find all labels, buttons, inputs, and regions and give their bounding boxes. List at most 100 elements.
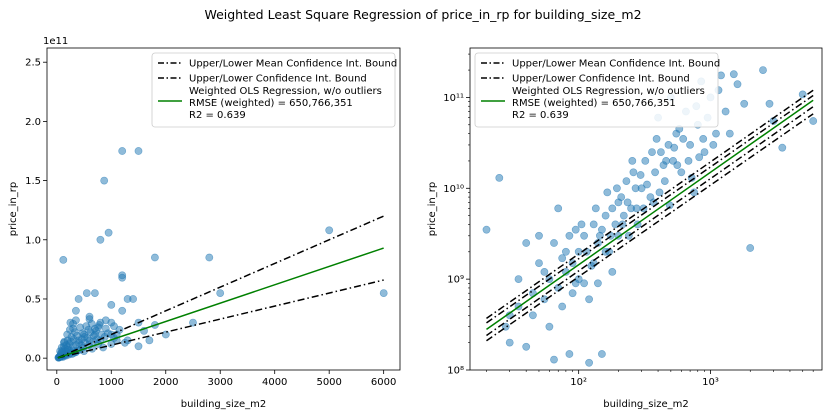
data-point [562,247,570,256]
data-point [652,134,661,143]
legend: Upper/Lower Mean Confidence Int. Bound Up… [151,52,397,128]
data-point [699,134,708,143]
data-point [189,318,197,327]
data-point [577,220,586,229]
x-tick-label: 2000 [153,377,178,388]
data-point [150,253,159,262]
data-point [91,289,99,297]
legend-r2-text: R2 = 0.639 [189,110,246,121]
data-point [59,255,68,264]
data-point [700,148,709,156]
data-point [550,355,558,364]
data-point [725,129,734,138]
data-point [545,322,554,331]
data-point [580,279,588,288]
data-point [129,295,137,303]
x-tick-label: 1000 [99,377,124,388]
y-axis-label: price_in_rp [427,182,438,236]
data-point [608,204,617,213]
data-point [746,244,755,252]
data-point [651,168,659,177]
data-point [522,342,531,351]
legend-label: Upper/Lower Mean Confidence Int. Bound [512,59,720,70]
legend-label: Upper/Lower Confidence Int. Bound [512,74,690,85]
data-point [571,225,580,234]
data-point [95,321,104,329]
y-tick-label: 1.0 [25,235,41,246]
data-point [101,316,110,325]
data-point [74,295,83,303]
data-point [72,316,80,325]
data-point [107,300,116,309]
figure-title: Weighted Least Square Regression of pric… [204,7,641,22]
data-point [601,211,610,220]
data-point [629,168,638,177]
data-point [110,322,118,331]
data-point [712,129,720,138]
regression-fit-line [486,99,814,330]
data-point [96,235,105,244]
data-point [648,148,656,156]
legend-label: Weighted OLS Regression, w/o outliers [189,86,382,97]
data-point [66,325,74,334]
data-point [379,289,388,297]
x-tick-label: 5000 [316,377,341,388]
x-tick-label: 4000 [262,377,287,388]
data-point [809,117,818,125]
data-point [535,259,543,267]
data-point [660,177,669,185]
data-point [759,66,767,74]
data-point [205,253,214,262]
data-point [565,350,574,358]
y-tick-label: 2.5 [25,58,41,69]
data-point [729,70,738,79]
axes-frame [46,47,401,371]
data-point [64,345,72,354]
data-point [643,180,651,189]
data-point [657,148,665,156]
data-point [717,71,725,80]
data-point [585,295,593,304]
data-point [636,171,645,179]
data-point [613,184,621,193]
data-point [709,140,718,149]
data-point [631,184,640,193]
data-point [216,289,225,297]
data-point [121,338,129,347]
data-point [118,306,127,315]
data-point [641,156,650,165]
data-point [482,225,491,234]
data-point [679,134,688,143]
data-point [655,188,664,197]
data-point [614,198,623,207]
lower-mean-confidence-bound-line [486,106,814,337]
legend-box [151,52,396,128]
y-tick-label: 1.5 [25,176,41,187]
y-tick-label: 0.5 [25,294,41,305]
data-point [686,140,694,149]
legend-rmse-text: RMSE (weighted) = 650,766,351 [512,98,676,109]
data-point [585,358,593,367]
data-point [495,173,504,182]
legend-label: Upper/Lower Mean Confidence Int. Bound [189,59,397,70]
y-offset-text: 1e11 [43,36,68,47]
data-point [118,273,127,282]
data-point [733,80,742,89]
data-point [673,161,682,169]
data-point [161,330,170,339]
y-tick-label: 0.0 [25,354,41,365]
x-tick-label: 10³ [702,377,719,388]
y-axis-label: price_in_rp [8,182,19,236]
data-point [740,99,749,108]
data-point [659,161,668,169]
x-axis-label: building_size_m2 [181,399,267,410]
data-point [603,188,612,197]
data-point [623,198,632,207]
data-point [522,239,531,247]
data-point [134,342,143,351]
data-point [608,267,617,276]
data-point [765,99,774,108]
data-point [540,267,549,276]
data-point [554,204,563,213]
upper-mean-confidence-bound-line [486,94,814,324]
